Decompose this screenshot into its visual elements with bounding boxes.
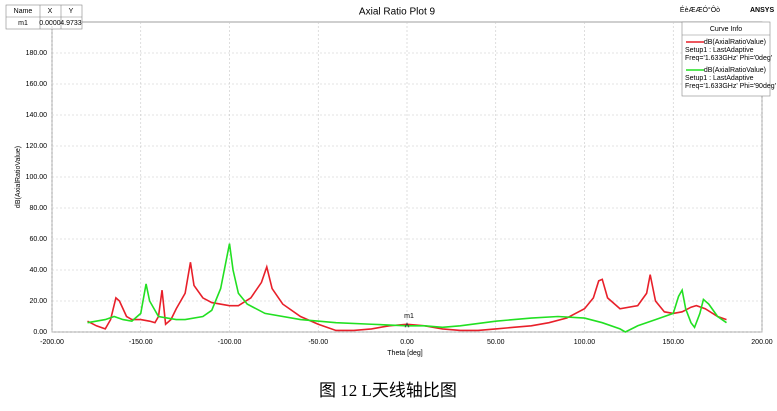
x-tick-label: -150.00 <box>129 339 153 346</box>
y-tick-label: 20.00 <box>29 298 47 305</box>
marker-label: m1 <box>404 313 414 320</box>
y-tick-label: 80.00 <box>29 205 47 212</box>
x-tick-label: 150.00 <box>663 339 685 346</box>
legend-detail: Setup1 : LastAdaptive <box>685 75 754 82</box>
y-axis-label: dB(AxialRatioValue) <box>15 146 22 208</box>
legend-detail: Setup1 : LastAdaptive <box>685 47 754 54</box>
data-line <box>87 243 727 333</box>
table-cell: 0.0000 <box>39 20 61 27</box>
x-tick-label: -100.00 <box>218 339 242 346</box>
figure-caption: 图 12 L天线轴比图 <box>319 381 457 400</box>
table-header: Y <box>69 8 74 15</box>
y-tick-label: 160.00 <box>26 81 48 88</box>
table-cell: m1 <box>18 20 28 27</box>
marker-table: Name X Y m1 0.0000 4.9733 <box>5 4 83 30</box>
data-line <box>87 262 727 332</box>
table-cell: 4.9733 <box>60 20 82 27</box>
y-tick-label: 40.00 <box>29 267 47 274</box>
legend-label: dB(AxialRatioValue) <box>704 39 766 46</box>
y-tick-label: 60.00 <box>29 236 47 243</box>
table-header: Name <box>14 8 33 15</box>
y-tick-label: 0.00 <box>33 329 47 336</box>
legend-title: Curve Info <box>710 26 742 33</box>
chart-title: Axial Ratio Plot 9 <box>359 7 436 18</box>
vendor-logo: ANSYS <box>750 7 774 14</box>
x-tick-label: -50.00 <box>308 339 328 346</box>
legend-frame <box>681 21 771 97</box>
x-tick-label: 200.00 <box>751 339 773 346</box>
legend-detail: Freq='1.633GHz' Phi='90deg' <box>685 83 776 90</box>
y-tick-label: 180.00 <box>26 50 48 57</box>
marker-point <box>404 322 410 328</box>
x-tick-label: 0.00 <box>400 339 414 346</box>
x-axis-label: Theta [deg] <box>387 350 422 357</box>
x-tick-label: -200.00 <box>40 339 64 346</box>
vendor-text: ÉèÆÆÓ°Ôò <box>680 5 720 14</box>
table-header: X <box>48 8 53 15</box>
x-tick-label: 50.00 <box>487 339 505 346</box>
x-tick-label: 100.00 <box>574 339 596 346</box>
legend-detail: Freq='1.633GHz' Phi='0deg' <box>685 55 772 62</box>
y-tick-label: 120.00 <box>26 143 48 150</box>
y-tick-label: 140.00 <box>26 112 48 119</box>
legend-label: dB(AxialRatioValue) <box>704 67 766 74</box>
y-tick-label: 100.00 <box>26 174 48 181</box>
